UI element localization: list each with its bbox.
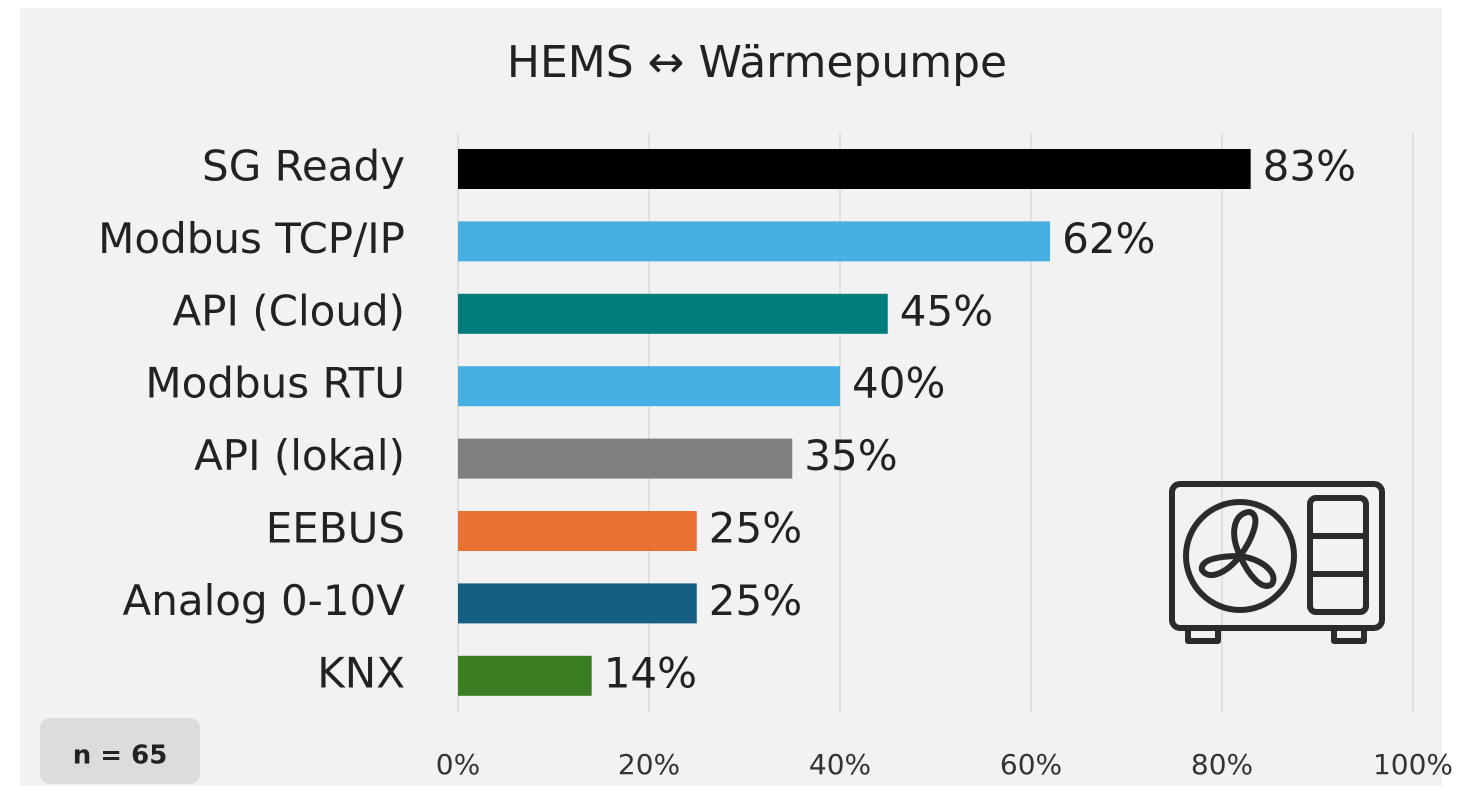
value-label: 83% (1263, 142, 1356, 191)
icon-blades (1199, 509, 1277, 589)
value-label: 14% (604, 648, 697, 697)
value-label: 25% (709, 504, 802, 553)
category-label: Modbus TCP/IP (98, 214, 405, 263)
x-tick-label: 0% (436, 748, 480, 781)
category-label: Modbus RTU (145, 359, 405, 408)
bar (458, 366, 840, 407)
bar (458, 438, 793, 479)
value-label: 45% (900, 286, 993, 335)
x-tick-label: 40% (809, 748, 871, 781)
category-label: KNX (317, 648, 405, 697)
icon-fan (1183, 499, 1297, 613)
x-tick-label: 80% (1191, 748, 1253, 781)
category-label: API (Cloud) (172, 286, 405, 335)
icon-panel (1307, 495, 1369, 615)
heat-pump-icon (1169, 481, 1385, 644)
icon-body (1169, 481, 1385, 631)
value-label: 62% (1062, 214, 1155, 263)
bar (458, 293, 888, 334)
bar (458, 511, 697, 551)
x-tick-label: 20% (618, 748, 680, 781)
category-label: API (lokal) (194, 431, 405, 480)
bar (458, 221, 1051, 262)
bar (458, 149, 1251, 189)
category-label: EEBUS (266, 504, 405, 553)
value-label: 40% (852, 359, 945, 408)
value-label: 35% (804, 431, 897, 480)
sample-size: n = 65 (73, 741, 168, 771)
chart-title: HEMS ↔ Wärmepumpe (507, 37, 1007, 88)
value-label: 25% (709, 576, 802, 625)
category-label: SG Ready (202, 142, 405, 191)
sample-size-box (40, 718, 200, 784)
bar (458, 655, 592, 696)
icon-foot (1331, 625, 1367, 644)
x-tick-label: 60% (1000, 748, 1062, 781)
bar (458, 583, 697, 624)
icon-foot (1185, 625, 1221, 644)
x-tick-label: 100% (1373, 748, 1453, 781)
plot-area: 0% 20% 40% 60% 80% 100% SG Ready 83% Modbus TCP/… (98, 133, 1453, 781)
category-label: Analog 0-10V (122, 576, 405, 625)
